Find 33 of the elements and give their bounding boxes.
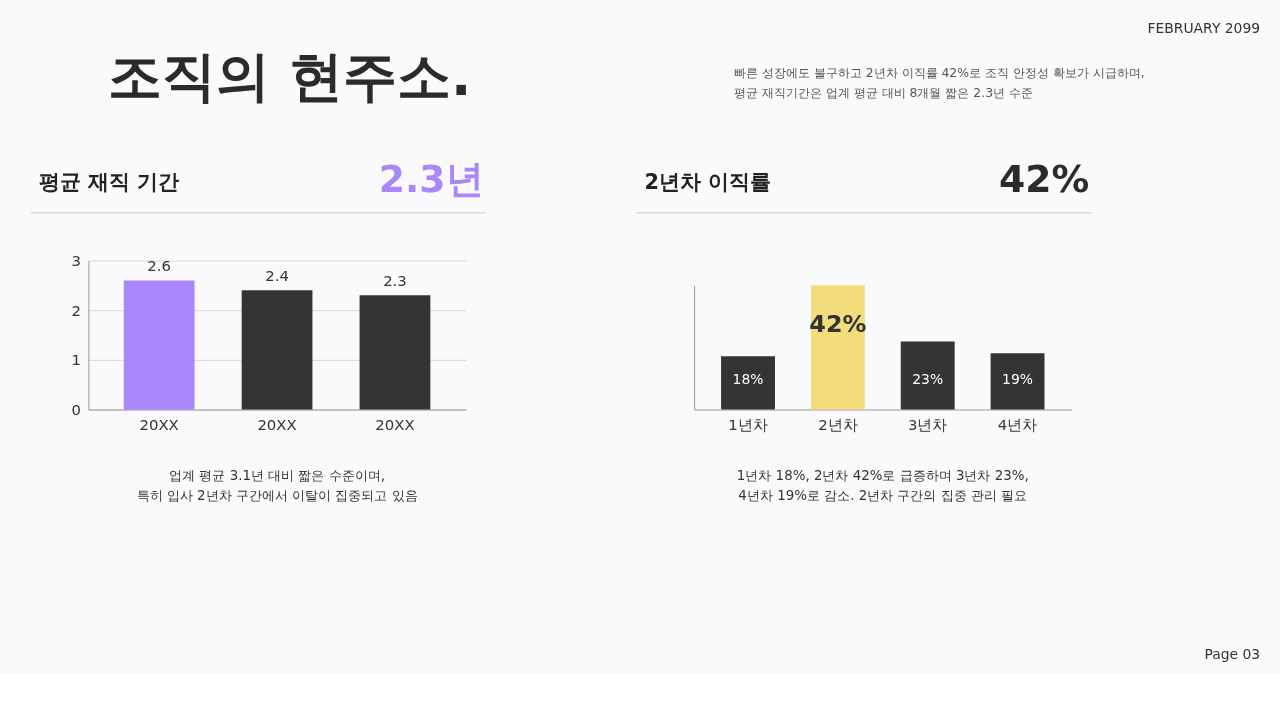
- y-tick-label: 1: [71, 351, 81, 370]
- text: 1년차 18%, 2년차 42%로 급증하며 3년차 23%, 4년차 19%로 감소. 2년차 구간의 집중 관리 필요: [736, 467, 1029, 503]
- bar: [900, 341, 955, 410]
- data-label: 23%: [912, 370, 944, 387]
- text: 2.3년: [378, 157, 484, 202]
- x-tick-label: 3년차: [907, 415, 948, 434]
- x-tick-label: 20XX: [375, 415, 415, 434]
- data-label: 2.6: [147, 257, 171, 276]
- data-label: 18%: [732, 370, 764, 387]
- text: 업계 평균 3.1년 대비 짧은 수준이며, 특히 입사 2년차 구간에서 이탈이 집중되고 있음: [136, 467, 418, 503]
- y-tick-label: 3: [71, 252, 81, 270]
- bar: [990, 353, 1045, 410]
- text: FEBRUARY 2099: [1147, 20, 1261, 37]
- data-label: 19%: [1002, 370, 1033, 387]
- text: Page 03: [1204, 645, 1261, 662]
- bar: [359, 295, 431, 410]
- x-tick-label: 1년차: [728, 415, 768, 434]
- text: 조직의 현주소.: [108, 44, 472, 108]
- text: 빠른 성장에도 불구하고 2년차 이직률 42%로 조직 안정성 확보가 시급하며, 평균 재직기간은 업계 평균 대비 8개월 짧은 2.3년 수준: [733, 64, 1145, 100]
- chart-title: 평균 재직 기간: [38, 170, 180, 195]
- text: 42%: [999, 157, 1090, 202]
- data-label: 2.3: [383, 272, 407, 291]
- data-label: 2.4: [265, 267, 289, 286]
- bar: [721, 356, 775, 410]
- chart-title: 2년차 이직률: [644, 170, 772, 195]
- x-tick-label: 4년차: [997, 415, 1038, 434]
- bar: [123, 280, 195, 410]
- x-tick-label: 20XX: [257, 415, 297, 434]
- y-tick-label: 2: [71, 301, 81, 320]
- x-tick-label: 20XX: [139, 415, 179, 434]
- x-tick-label: 2년차: [818, 415, 858, 434]
- y-tick-label: 0: [71, 400, 81, 419]
- bar: [241, 290, 313, 410]
